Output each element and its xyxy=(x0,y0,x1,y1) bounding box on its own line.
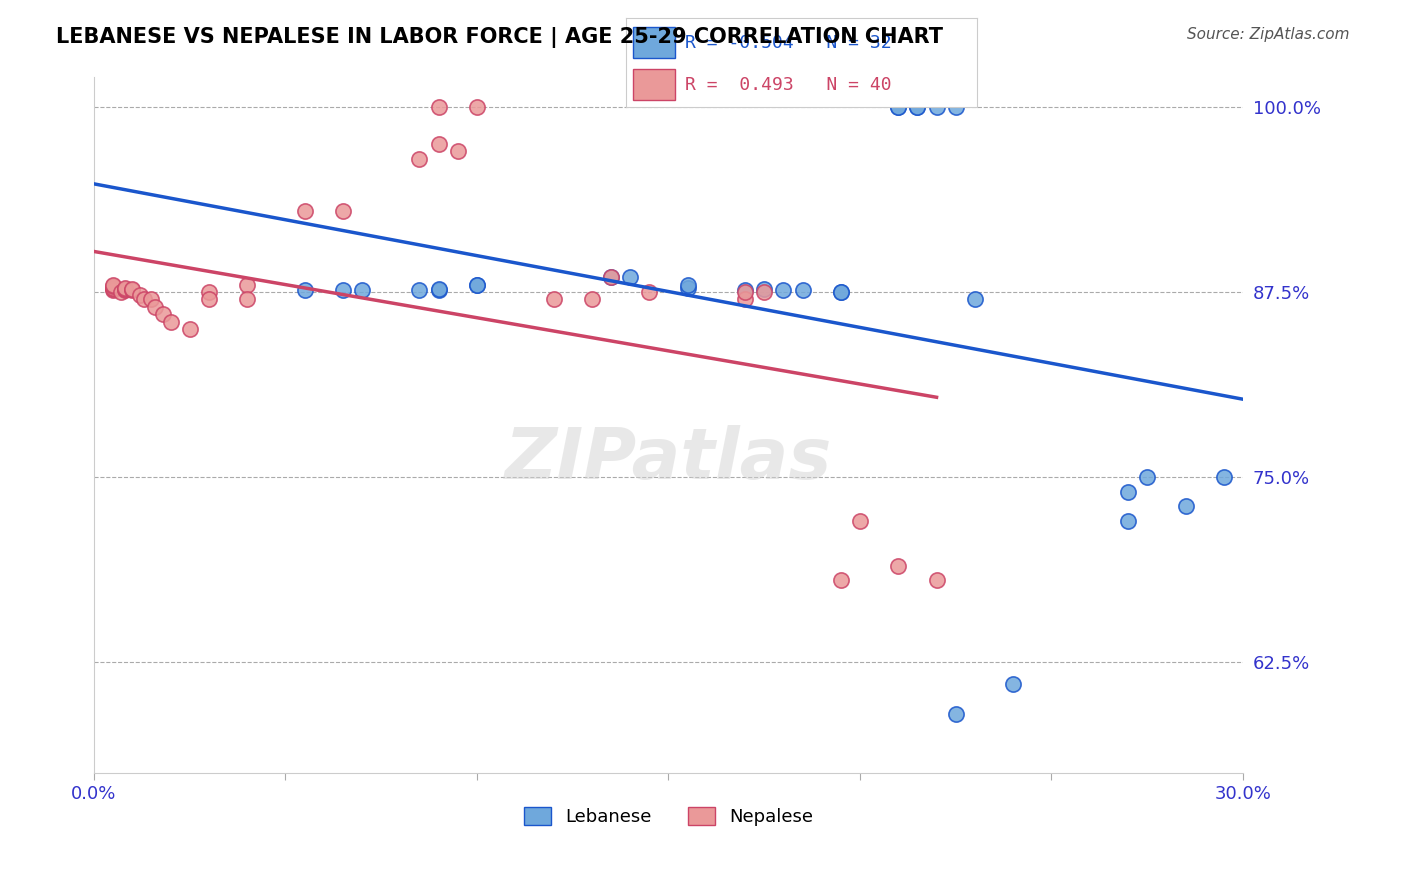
Point xyxy=(427,136,450,151)
Point xyxy=(772,284,794,298)
Point xyxy=(132,293,155,307)
Point xyxy=(198,293,221,307)
Point xyxy=(141,293,163,307)
Point xyxy=(543,293,565,307)
Point xyxy=(236,293,259,307)
Point xyxy=(754,282,776,296)
Point xyxy=(905,100,928,114)
Point xyxy=(114,280,136,294)
Text: Source: ZipAtlas.com: Source: ZipAtlas.com xyxy=(1187,27,1350,42)
Point xyxy=(905,100,928,114)
Point xyxy=(101,279,124,293)
Point xyxy=(849,514,872,528)
Point xyxy=(427,282,450,296)
Point xyxy=(581,293,603,307)
Point xyxy=(1116,514,1139,528)
Point xyxy=(152,307,174,321)
Point xyxy=(830,285,852,299)
Point xyxy=(447,145,470,159)
Point xyxy=(676,277,699,292)
Point xyxy=(121,284,143,298)
Point xyxy=(179,322,201,336)
Point xyxy=(1116,484,1139,499)
Point xyxy=(925,100,948,114)
Point xyxy=(945,100,967,114)
Bar xyxy=(633,27,675,58)
Point xyxy=(408,284,430,298)
Point xyxy=(754,285,776,299)
Text: R =  0.493   N = 40: R = 0.493 N = 40 xyxy=(686,76,891,94)
Point xyxy=(198,285,221,299)
Point xyxy=(236,277,259,292)
Point xyxy=(963,293,986,307)
Point xyxy=(465,277,488,292)
Point xyxy=(465,100,488,114)
Point xyxy=(1212,470,1234,484)
Text: LEBANESE VS NEPALESE IN LABOR FORCE | AGE 25-29 CORRELATION CHART: LEBANESE VS NEPALESE IN LABOR FORCE | AG… xyxy=(56,27,943,48)
Point xyxy=(350,284,373,298)
Point xyxy=(600,270,623,285)
Point xyxy=(619,270,641,285)
Point xyxy=(887,100,910,114)
Text: R = -0.504   N = 32: R = -0.504 N = 32 xyxy=(686,34,891,52)
Point xyxy=(294,203,316,218)
Text: ZIPatlas: ZIPatlas xyxy=(505,425,832,494)
Point xyxy=(101,282,124,296)
Point xyxy=(101,277,124,292)
Point xyxy=(1174,500,1197,514)
Point xyxy=(408,152,430,166)
Point xyxy=(294,284,316,298)
Point xyxy=(887,100,910,114)
Point xyxy=(925,574,948,588)
Point xyxy=(887,558,910,573)
Point xyxy=(114,282,136,296)
Point xyxy=(830,574,852,588)
Point xyxy=(128,288,150,302)
Point xyxy=(332,284,354,298)
Point xyxy=(1002,677,1025,691)
Point xyxy=(101,280,124,294)
Point xyxy=(676,280,699,294)
Point xyxy=(143,300,166,314)
Legend: Lebanese, Nepalese: Lebanese, Nepalese xyxy=(516,799,821,833)
Point xyxy=(332,203,354,218)
Point xyxy=(734,285,756,299)
Point xyxy=(114,284,136,298)
Bar xyxy=(633,69,675,100)
Point xyxy=(159,314,181,328)
Point xyxy=(945,706,967,721)
Point xyxy=(830,285,852,299)
Point xyxy=(734,293,756,307)
Point xyxy=(427,284,450,298)
Point xyxy=(465,277,488,292)
Point xyxy=(600,270,623,285)
Point xyxy=(110,285,132,299)
Point xyxy=(121,282,143,296)
Point xyxy=(101,284,124,298)
Point xyxy=(1136,470,1159,484)
Point xyxy=(734,284,756,298)
Point xyxy=(638,285,661,299)
Point xyxy=(792,284,814,298)
Point xyxy=(427,100,450,114)
